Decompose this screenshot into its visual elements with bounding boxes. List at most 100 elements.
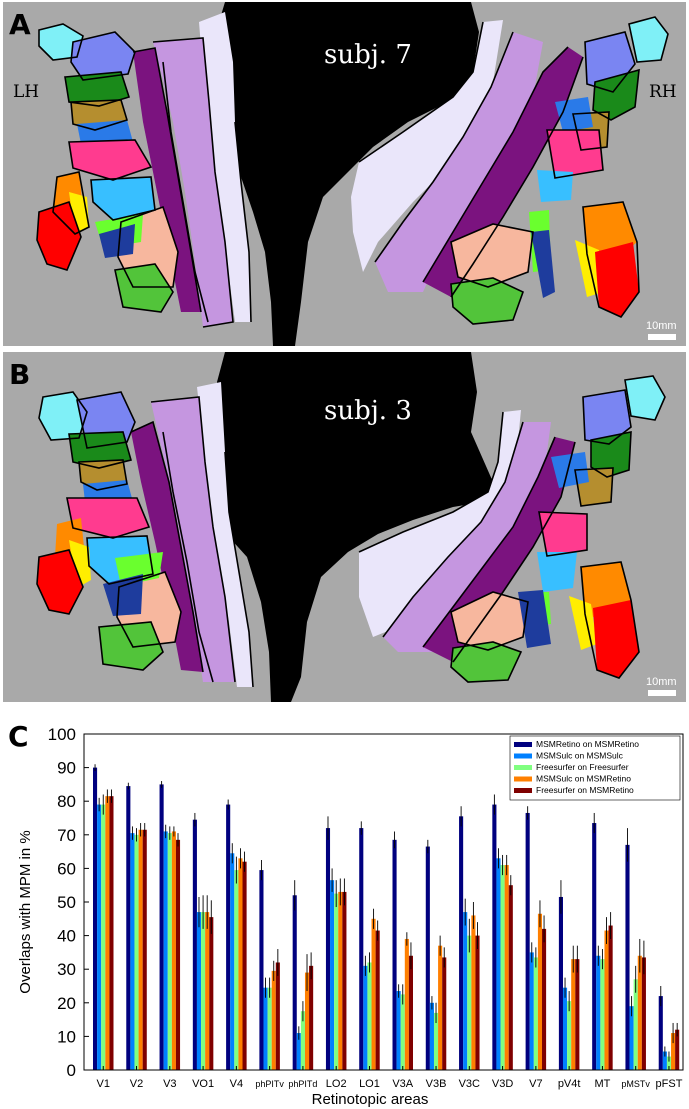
v1-region-rh-b bbox=[359, 410, 521, 637]
bar-v3-series-0 bbox=[159, 784, 164, 1070]
bar-v3d-series-3 bbox=[504, 865, 509, 1070]
v3-region-lh-a bbox=[133, 48, 201, 312]
bar-pmstv-series-2 bbox=[633, 979, 638, 1070]
subject-label-a: subj. 7 bbox=[324, 40, 412, 70]
bar-v3a-series-4 bbox=[408, 955, 413, 1070]
v3-region-rh-b bbox=[423, 437, 575, 662]
ips0-region-lh-a bbox=[69, 140, 151, 180]
bar-vo1-series-4 bbox=[209, 917, 214, 1070]
bar-lo2-series-3 bbox=[338, 891, 343, 1070]
hv4-region-lh-b bbox=[99, 622, 163, 670]
v1-region-lh-a bbox=[199, 12, 251, 322]
ips3-region-lh-a bbox=[71, 32, 135, 80]
legend-entry-3: MSMSulc on MSMRetino bbox=[536, 774, 631, 784]
bar-v3b-series-2 bbox=[433, 1012, 439, 1070]
legend-entry-1: MSMSulc on MSMSulc bbox=[536, 751, 624, 761]
x-tick-label-v1: V1 bbox=[97, 1078, 110, 1090]
bar-v3a-series-0 bbox=[392, 839, 397, 1070]
v1-region-lh-b bbox=[197, 382, 253, 687]
bar-lo1-series-0 bbox=[359, 828, 364, 1070]
x-axis-label: Retinotopic areas bbox=[312, 1091, 429, 1108]
bar-phpitd-series-2 bbox=[300, 1011, 305, 1070]
bar-pfst-series-1 bbox=[662, 1051, 667, 1070]
ips4-region-rh-a bbox=[629, 17, 668, 62]
bar-v3-series-4 bbox=[175, 839, 181, 1070]
x-tick-label-mt: MT bbox=[594, 1078, 610, 1090]
y-tick-label: 70 bbox=[57, 826, 76, 845]
legend-swatch-3 bbox=[514, 776, 532, 782]
x-tick-label-v3a: V3A bbox=[392, 1078, 413, 1090]
v3a-region-rh-b bbox=[551, 452, 589, 488]
bar-v7-series-4 bbox=[542, 928, 547, 1070]
bar-lo1-series-3 bbox=[371, 918, 376, 1070]
bar-v3a-series-1 bbox=[396, 991, 401, 1070]
legend-swatch-4 bbox=[514, 788, 532, 793]
bar-phpitv-series-2 bbox=[267, 987, 272, 1070]
y-tick-label: 30 bbox=[57, 960, 76, 979]
bar-v3a-series-3 bbox=[404, 938, 409, 1070]
mt-region-rh-b bbox=[593, 600, 639, 678]
bar-v3c-series-1 bbox=[463, 912, 468, 1070]
mt-region-lh-a bbox=[37, 202, 81, 270]
bar-v1-series-2 bbox=[101, 804, 106, 1070]
bar-v3a-series-2 bbox=[400, 994, 405, 1070]
bar-pv4t-series-4 bbox=[575, 959, 580, 1070]
bar-phpitd-series-4 bbox=[309, 965, 314, 1070]
lo-region-rh-a bbox=[531, 230, 555, 298]
bar-v2-series-3 bbox=[138, 829, 143, 1070]
x-tick-label-v7: V7 bbox=[529, 1078, 542, 1090]
bar-v3c-series-0 bbox=[459, 816, 464, 1070]
bar-vo1-series-2 bbox=[201, 912, 206, 1070]
v2-region-rh-a bbox=[375, 32, 543, 292]
panel-letter-a: A bbox=[9, 8, 31, 41]
bar-pmstv-series-4 bbox=[641, 957, 646, 1070]
left-hemisphere-label: LH bbox=[13, 82, 40, 102]
x-tick-label-v3d: V3D bbox=[492, 1078, 513, 1090]
bar-v2-series-2 bbox=[134, 834, 139, 1070]
flatmap-panel-b: B subj. 3 10mm bbox=[3, 352, 686, 702]
x-tick-label-phpitd: phPITd bbox=[288, 1079, 317, 1089]
chart-error-bars bbox=[94, 764, 678, 1062]
flatmap-a-drawing bbox=[36, 2, 669, 346]
bar-mt-series-3 bbox=[604, 930, 609, 1070]
lo-region-rh-b bbox=[518, 590, 551, 648]
chart-legend: MSMRetino on MSMRetino MSMSulc on MSMSulc… bbox=[509, 735, 681, 801]
bar-v2-series-1 bbox=[130, 833, 135, 1070]
bar-phpitd-series-0 bbox=[292, 895, 297, 1070]
bar-v3b-series-0 bbox=[425, 846, 430, 1070]
bar-v4-series-0 bbox=[226, 804, 231, 1070]
scale-bar-b bbox=[648, 690, 676, 696]
x-tick-label-v3c: V3C bbox=[459, 1078, 480, 1090]
v2-region-lh-a bbox=[153, 38, 233, 327]
chart-y-ticks: 0 10 20 30 40 50 60 70 80 90 100 bbox=[48, 725, 89, 1080]
bar-v7-series-2 bbox=[533, 957, 538, 1070]
medial-wall-b bbox=[209, 352, 493, 702]
ips3-region-rh-b bbox=[583, 390, 631, 444]
bar-phpitv-series-0 bbox=[259, 870, 264, 1070]
bar-lo2-series-0 bbox=[325, 828, 331, 1070]
bar-v3d-series-0 bbox=[492, 804, 497, 1070]
x-tick-label-v4: V4 bbox=[230, 1078, 243, 1090]
bar-pv4t-series-3 bbox=[571, 959, 576, 1070]
bar-v3b-series-3 bbox=[438, 945, 443, 1070]
v3b-region-lh-a bbox=[91, 177, 155, 220]
bar-phpitv-series-3 bbox=[271, 970, 276, 1070]
bar-v3c-series-4 bbox=[475, 935, 480, 1070]
y-axis-label: Overlaps with MPM in % bbox=[17, 830, 34, 993]
legend-swatch-2 bbox=[514, 765, 532, 770]
bar-pfst-series-2 bbox=[666, 1056, 672, 1070]
bar-v7-series-3 bbox=[537, 913, 543, 1070]
x-tick-label-v2: V2 bbox=[130, 1078, 143, 1090]
bar-vo1-series-0 bbox=[192, 819, 197, 1070]
bar-v7-series-0 bbox=[525, 812, 530, 1070]
subject-label-b: subj. 3 bbox=[324, 396, 412, 426]
bar-pfst-series-3 bbox=[671, 1033, 676, 1070]
bar-v4-series-4 bbox=[242, 861, 247, 1070]
flatmap-b-drawing bbox=[36, 352, 666, 702]
bar-v3c-series-3 bbox=[471, 915, 476, 1070]
y-tick-label: 0 bbox=[67, 1061, 76, 1080]
bar-v3d-series-1 bbox=[496, 858, 501, 1070]
v2-region-lh-b bbox=[151, 397, 235, 682]
bar-v3d-series-4 bbox=[508, 885, 513, 1070]
x-tick-label-pmstv: pMSTv bbox=[621, 1079, 650, 1089]
